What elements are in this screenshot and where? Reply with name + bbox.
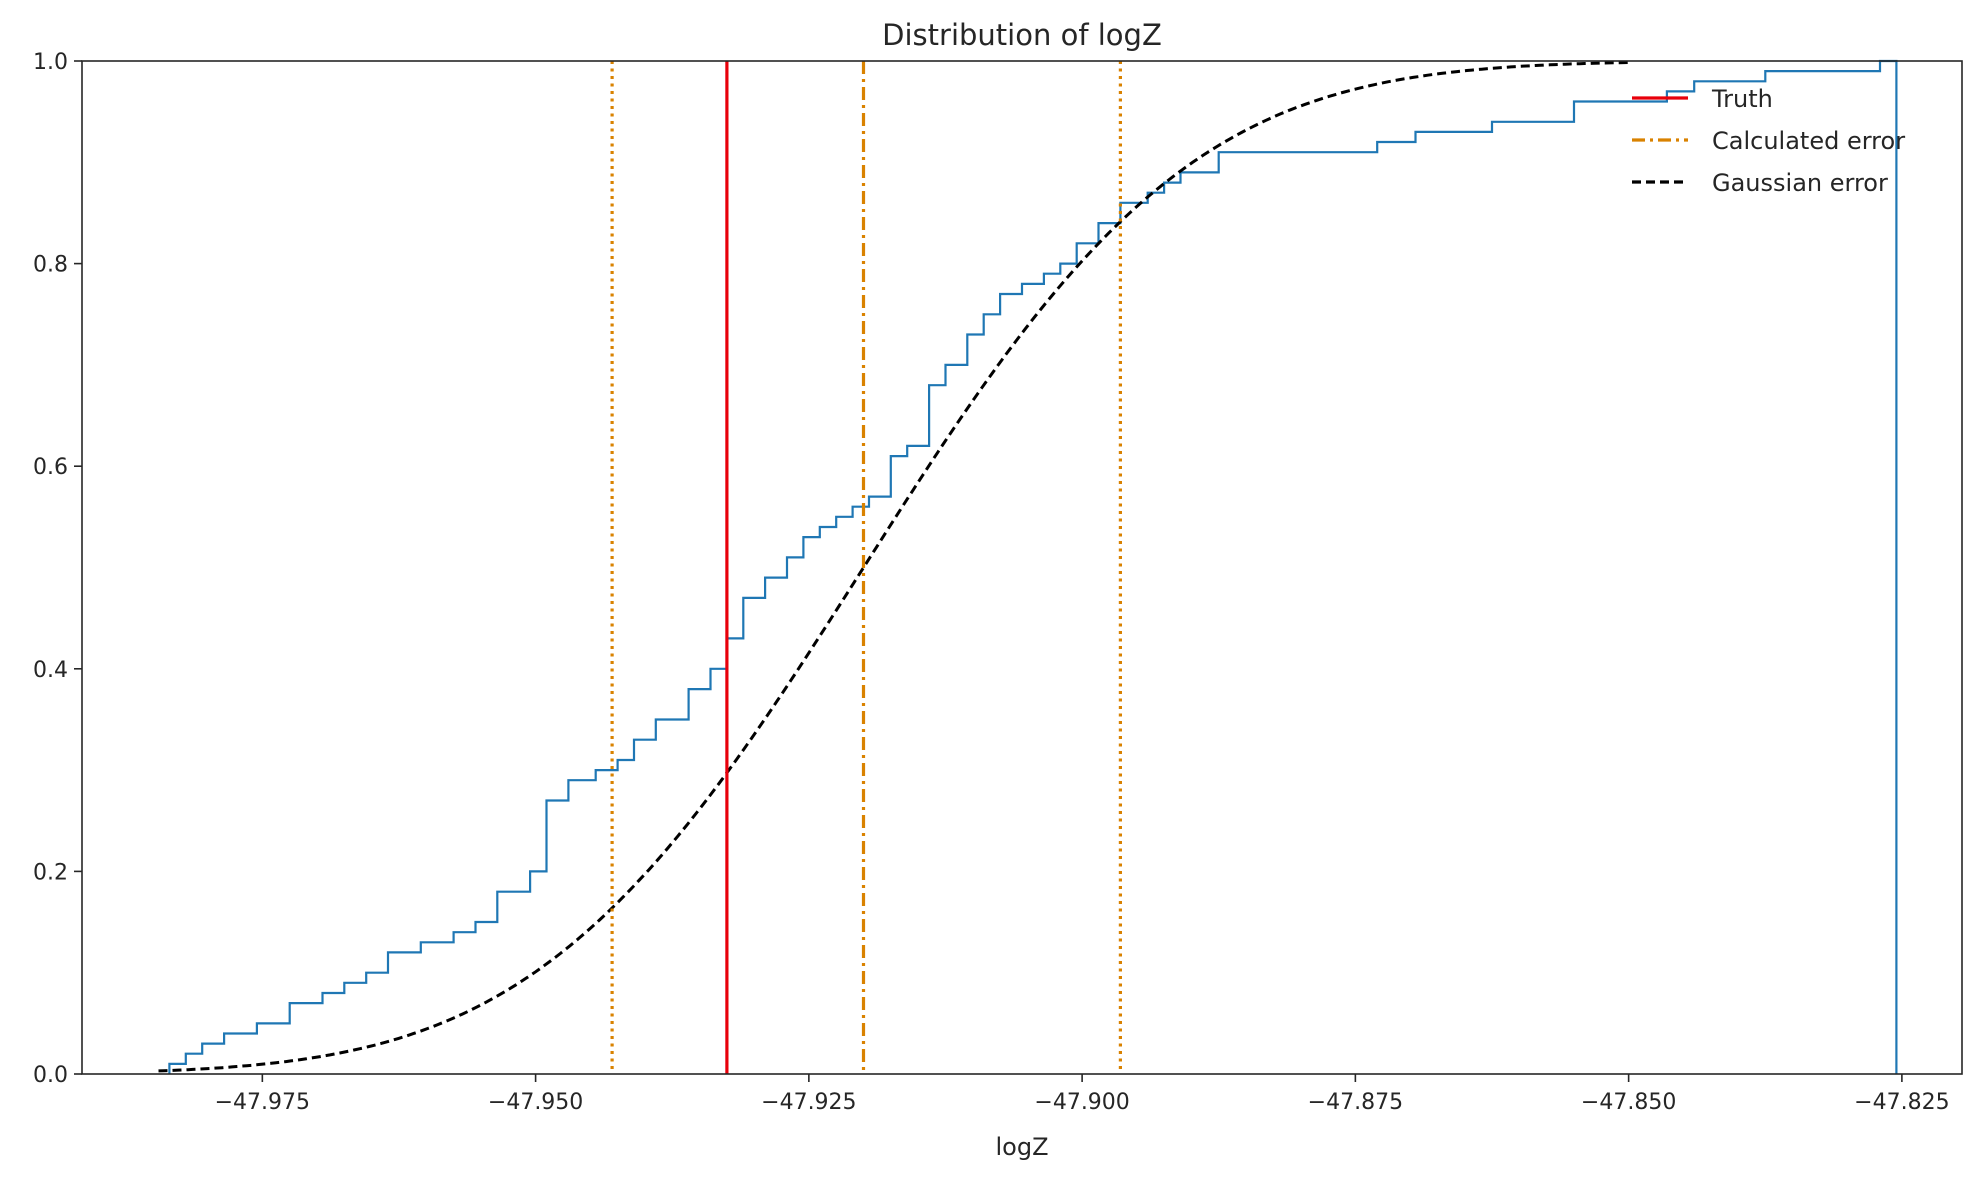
y-tick-label: 0.6 xyxy=(33,455,68,480)
y-axis-ticks: 0.0 0.2 0.4 0.6 0.8 1.0 xyxy=(33,50,82,1088)
y-tick-label: 0.4 xyxy=(33,658,68,683)
legend-entry-truth: Truth xyxy=(1632,85,1773,113)
x-tick-label: −47.950 xyxy=(488,1090,583,1115)
y-tick-label: 1.0 xyxy=(33,50,68,75)
y-tick-label: 0.8 xyxy=(33,253,68,278)
legend-label-calculated-error: Calculated error xyxy=(1712,127,1905,155)
y-tick-label: 0.0 xyxy=(33,1063,68,1088)
x-tick-label: −47.975 xyxy=(215,1090,310,1115)
chart-title: Distribution of logZ xyxy=(882,18,1162,52)
x-tick-label: −47.875 xyxy=(1308,1090,1403,1115)
legend-label-gaussian-error: Gaussian error xyxy=(1712,169,1888,197)
x-axis-label: logZ xyxy=(995,1133,1048,1161)
x-tick-label: −47.825 xyxy=(1854,1090,1949,1115)
gaussian-error-curve xyxy=(158,61,1629,1073)
x-axis-ticks: −47.975 −47.950 −47.925 −47.900 −47.875 −47.8… xyxy=(215,1074,1950,1115)
y-tick-label: 0.2 xyxy=(33,860,68,885)
x-tick-label: −47.925 xyxy=(761,1090,856,1115)
ecdf-step-line xyxy=(168,59,1898,1074)
plot-lines xyxy=(158,59,1898,1074)
legend-entry-calculated-error: Calculated error xyxy=(1632,127,1905,155)
legend-label-truth: Truth xyxy=(1711,85,1773,113)
x-tick-label: −47.850 xyxy=(1581,1090,1676,1115)
legend-entry-gaussian-error: Gaussian error xyxy=(1632,169,1888,197)
plot-area-frame xyxy=(81,60,1963,1075)
x-tick-label: −47.900 xyxy=(1034,1090,1129,1115)
legend: Truth Calculated error Gaussian error xyxy=(1632,85,1905,197)
